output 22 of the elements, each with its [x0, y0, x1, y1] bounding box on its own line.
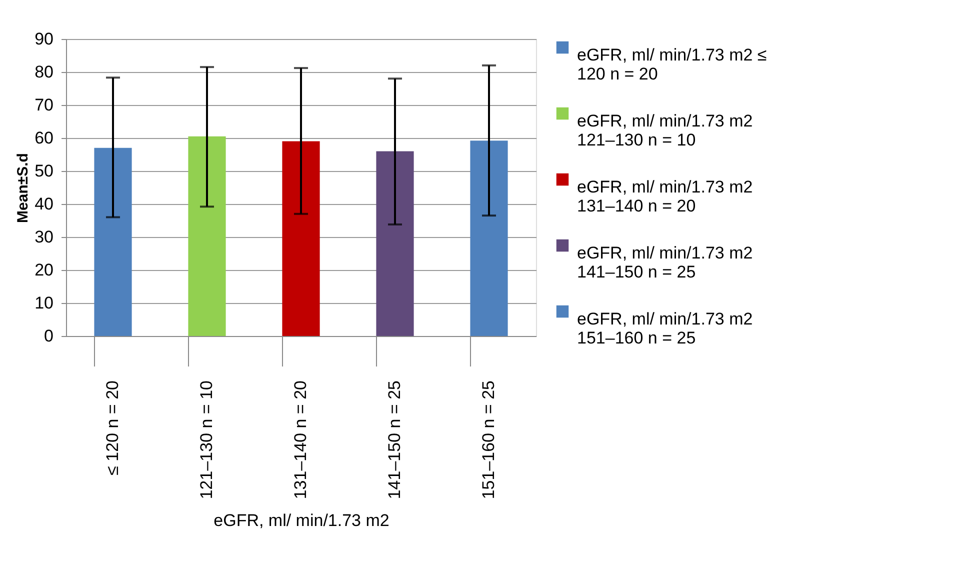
y-tick-label: 30: [34, 228, 54, 246]
y-axis-title: Mean±S.d: [14, 153, 32, 223]
x-tick-label: 141–150 n = 25: [385, 380, 404, 500]
x-tick-label: ≤ 120 n = 20: [103, 380, 122, 476]
legend-label: eGFR, ml/ min/1.73 m2 ≤ 120 n = 20: [577, 46, 767, 84]
y-tick-label: 40: [34, 194, 54, 214]
y-tick-label: 90: [34, 30, 54, 48]
x-tick-label: 151–160 n = 25: [479, 380, 498, 500]
x-axis-title: eGFR, ml/ min/1.73 m2: [214, 511, 390, 530]
y-tick-label: 50: [34, 162, 54, 180]
legend-label: eGFR, ml/ min/1.73 m2 141–150 n = 25: [577, 244, 753, 282]
legend-label: eGFR, ml/ min/1.73 m2 151–160 n = 25: [577, 310, 753, 348]
y-tick-label: 70: [34, 96, 54, 114]
y-tick-label: 80: [34, 62, 54, 82]
x-tick-label: 121–130 n = 10: [197, 380, 216, 500]
y-tick-label: 0: [44, 326, 54, 346]
x-tick-label: 131–140 n = 20: [291, 380, 310, 500]
legend-label: eGFR, ml/ min/1.73 m2 131–140 n = 20: [577, 178, 753, 216]
y-tick-label: 20: [34, 260, 54, 280]
y-tick-label: 60: [34, 128, 54, 148]
y-tick-label: 10: [34, 294, 54, 312]
legend-label: eGFR, ml/ min/1.73 m2 121–130 n = 10: [577, 112, 753, 150]
